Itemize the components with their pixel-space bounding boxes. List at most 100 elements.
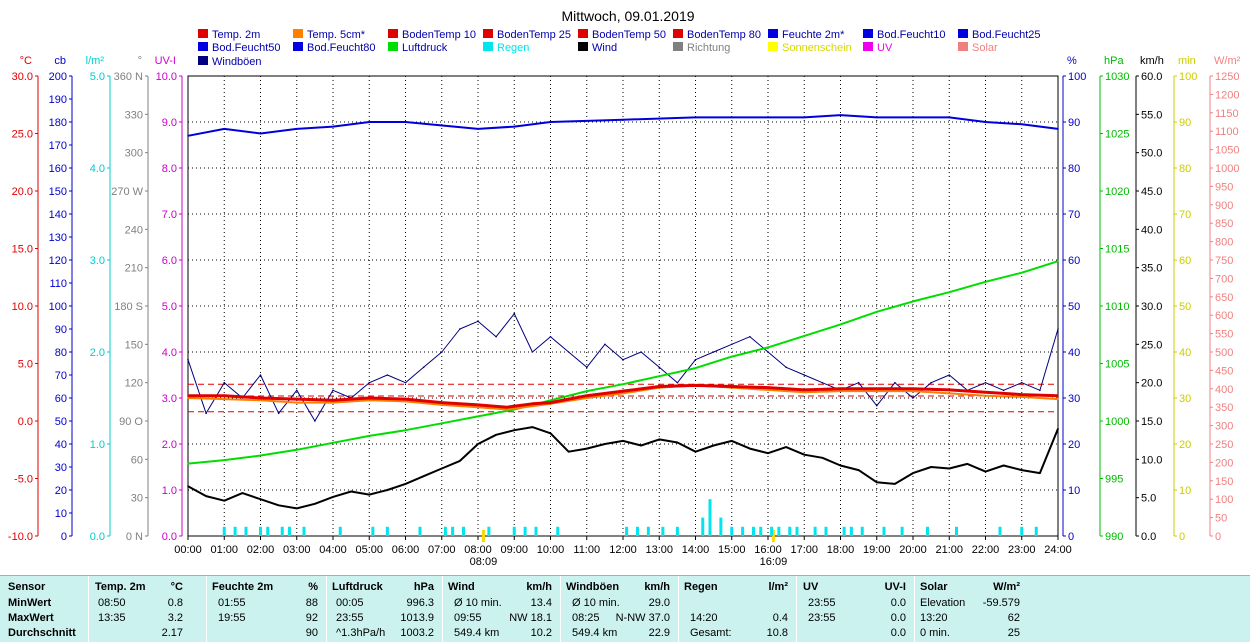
table-header-cell: MinWert [8,597,52,609]
axis-tick-label: 5.0 [162,301,177,313]
axis-tick-label: 330 [125,109,143,121]
table-header-cell: Sensor [8,581,46,593]
series-point [676,381,679,384]
axis-tick-label: 20 [55,485,67,497]
series-point [1057,398,1059,400]
table-cell: ^1.3hPa/h [336,627,386,639]
series-point [984,394,987,397]
table-column-separator [914,576,915,642]
legend-swatch [483,42,493,51]
series-point [513,125,516,128]
axis-tick-label: 100 [1215,494,1233,506]
series-point [549,432,552,435]
x-axis-tick-label: 22:00 [972,544,1000,556]
rain-bar [759,526,763,536]
series-point [585,390,588,392]
series-point [912,397,914,399]
x-axis-tick-label: 03:00 [283,544,311,556]
series-point [404,381,407,384]
series-point [549,399,552,402]
legend-swatch [198,29,208,38]
axis-tick-label: 45.0 [1141,186,1162,198]
legend-label: Luftdruck [402,42,448,54]
axis-tick-label: 10 [55,508,67,520]
table-cell: 0 min. [920,627,950,639]
series-point [404,400,407,403]
axis-tick-label: 180 S [114,301,143,313]
series-point [894,381,896,384]
legend-label: Bod.Feucht50 [212,42,281,54]
series-point [767,386,769,389]
axis-tick-label: 700 [1215,273,1233,285]
table-cell: 3.2 [167,612,183,624]
legend-label: Feuchte 2m* [782,29,845,41]
x-axis-tick-label: 14:00 [682,544,710,556]
table-cell: 2.17 [161,627,183,639]
table-cell: 14:20 [690,612,718,624]
axis-tick-label: 6.0 [162,255,177,267]
series-point [640,351,642,353]
table-header-cell: km/h [526,581,552,593]
series-point [259,454,262,457]
series-point [422,475,425,478]
series-point [676,441,679,444]
axis-tick-label: 650 [1215,292,1233,304]
rain-bar [1034,526,1038,536]
axis-tick-label: 20 [1068,439,1080,451]
legend-swatch [388,42,398,51]
axis-tick-label: 50.0 [1141,148,1162,160]
x-axis-tick-label: 12:00 [609,544,637,556]
table-cell: 13:20 [920,612,948,624]
table-cell: 13:35 [98,612,126,624]
axis-tick-label: 1.0 [90,439,105,451]
axis-tick-label: 70 [1068,209,1080,221]
legend-swatch [198,42,208,51]
rain-bar [443,526,447,536]
table-cell: Ø 10 min. [572,597,620,609]
table-cell: 88 [305,597,318,609]
series-point [350,490,352,493]
x-axis-tick-label: 01:00 [210,544,238,556]
series-point [622,440,624,442]
axis-tick-label: 4.0 [162,347,177,359]
series-point [1020,271,1023,274]
series-point [930,381,932,384]
table-cell: 22.9 [648,627,670,639]
axis-tick-label: 100 [1179,71,1197,83]
series-point [948,116,951,119]
axis-tick-label: 4.0 [90,163,105,175]
axis-tick-label: 1005 [1105,359,1129,371]
series-point [785,446,787,448]
series-point [368,121,371,123]
axis-tick-label: 30 [55,462,67,474]
rain-bar [998,526,1002,536]
series-point [694,358,697,361]
x-axis-tick-label: 08:00 [464,544,492,556]
axis-tick-label: 2.0 [162,439,177,451]
series-point [730,343,733,346]
x-axis-tick-label: 10:00 [537,544,565,556]
series-point [803,116,806,119]
legend-label: BodenTemp 10 [402,29,476,41]
series-point [513,312,516,315]
x-axis-tick-label: 05:00 [355,544,383,556]
axis-tick-label: 750 [1215,255,1233,267]
series-point [404,398,407,400]
series-point [1057,427,1059,430]
series-point [839,114,842,116]
series-point [767,452,769,455]
rain-bar [523,526,527,536]
series-point [477,404,479,406]
axis-tick-label: 60 [1179,255,1191,267]
table-header-cell: Durchschnitt [8,627,76,639]
series-point [857,381,860,384]
series-point [875,404,878,407]
series-point [585,447,588,450]
series-point [477,415,479,418]
table-cell: 62 [1007,612,1020,624]
rain-bar [646,526,650,536]
series-line [188,383,1059,409]
rain-bar [371,526,375,536]
series-point [404,429,407,432]
rain-bar [708,499,712,536]
